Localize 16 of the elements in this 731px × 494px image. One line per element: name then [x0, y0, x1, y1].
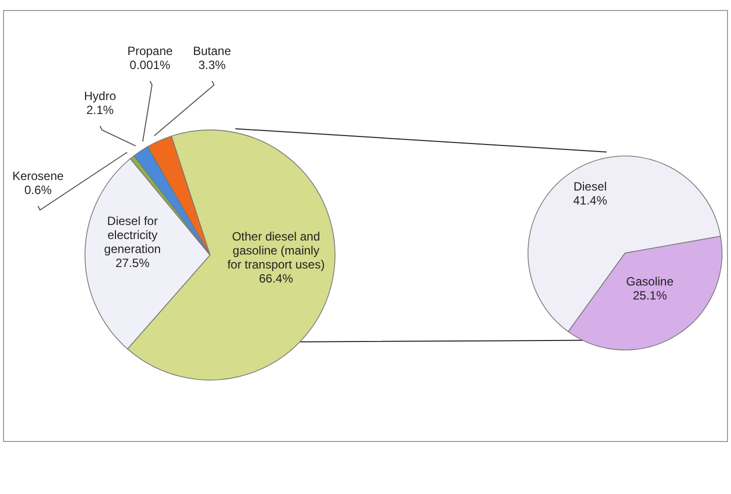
slice-label: Hydro [84, 89, 116, 103]
slice-label: Gasoline [626, 274, 674, 289]
data-label: 2.1% [86, 103, 114, 117]
data-label: 0.6% [24, 183, 52, 197]
slice-label: Other diesel and gasoline (mainly for transport uses) [227, 230, 325, 272]
slice-label: Propane [127, 44, 174, 58]
data-label: 41.4% [573, 193, 608, 208]
data-label: 25.1% [632, 288, 668, 303]
data-label: 0.001% [130, 58, 171, 72]
data-label: 27.5% [115, 256, 150, 270]
data-label: 66.4% [258, 272, 294, 286]
data-label: 3.3% [198, 58, 226, 72]
slice-label: Diesel [573, 179, 607, 194]
slice-label: Diesel for electricity generation [104, 214, 161, 256]
slice-label: Butane [192, 44, 232, 58]
slice-label: Kerosene [12, 169, 64, 183]
